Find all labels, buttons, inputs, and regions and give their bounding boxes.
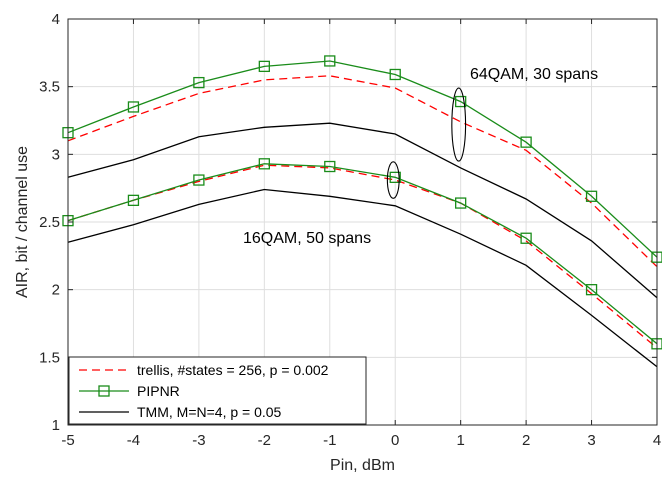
legend-label: trellis, #states = 256, p = 0.002 [137, 362, 329, 378]
series-marker [520, 232, 532, 244]
series-marker [193, 76, 205, 89]
series-marker [193, 174, 205, 186]
series-line-16qam-3 [67, 164, 658, 349]
x-tick-label: -2 [258, 432, 271, 449]
series-marker [389, 171, 401, 183]
series-line-64qam-2 [67, 122, 658, 299]
series-marker [585, 190, 598, 202]
x-tick-label: 4 [653, 432, 661, 449]
y-tick-label: 3.5 [39, 79, 60, 96]
x-tick-label: -4 [127, 432, 140, 449]
annotation-ellipse [386, 161, 400, 199]
x-tick-label: -3 [192, 432, 205, 449]
series-line-64qam-0 [67, 75, 658, 268]
series-marker [127, 194, 140, 206]
x-tick-label: 3 [587, 432, 595, 449]
series-line-16qam-4 [67, 163, 658, 345]
y-tick-label: 2 [52, 282, 60, 299]
y-tick-label: 1 [52, 417, 60, 434]
annotation-label: 16QAM, 50 spans [243, 230, 371, 247]
legend-label: TMM, M=N=4, p = 0.05 [137, 404, 282, 420]
x-axis-title: Pin, dBm [330, 457, 395, 474]
series-marker [258, 158, 270, 170]
y-tick-label: 1.5 [39, 349, 60, 366]
y-tick-label: 2.5 [39, 214, 60, 231]
y-axis-title: AIR, bit / channel use [14, 146, 31, 298]
series-marker [520, 136, 532, 148]
series-marker [127, 101, 140, 113]
annotation-label: 64QAM, 30 spans [470, 66, 598, 83]
series-marker [585, 284, 598, 296]
series-marker [455, 197, 467, 209]
x-tick-label: 0 [391, 432, 399, 449]
x-tick-label: 1 [456, 432, 464, 449]
x-tick-label: -1 [323, 432, 336, 449]
x-tick-label: -5 [61, 432, 74, 449]
legend-label: PIPNR [137, 383, 180, 399]
series-line-64qam-1 [67, 60, 658, 258]
series-marker [455, 95, 467, 108]
series-line-16qam-5 [67, 188, 658, 368]
x-tick-label: 2 [522, 432, 530, 449]
series-marker [324, 55, 336, 67]
series-marker [324, 160, 336, 173]
series-marker [389, 68, 401, 81]
y-tick-label: 3 [52, 146, 60, 163]
y-tick-label: 4 [52, 11, 60, 28]
series-marker [258, 60, 270, 73]
legend-swatch-marker [98, 385, 110, 397]
annotation-ellipse [451, 87, 467, 162]
